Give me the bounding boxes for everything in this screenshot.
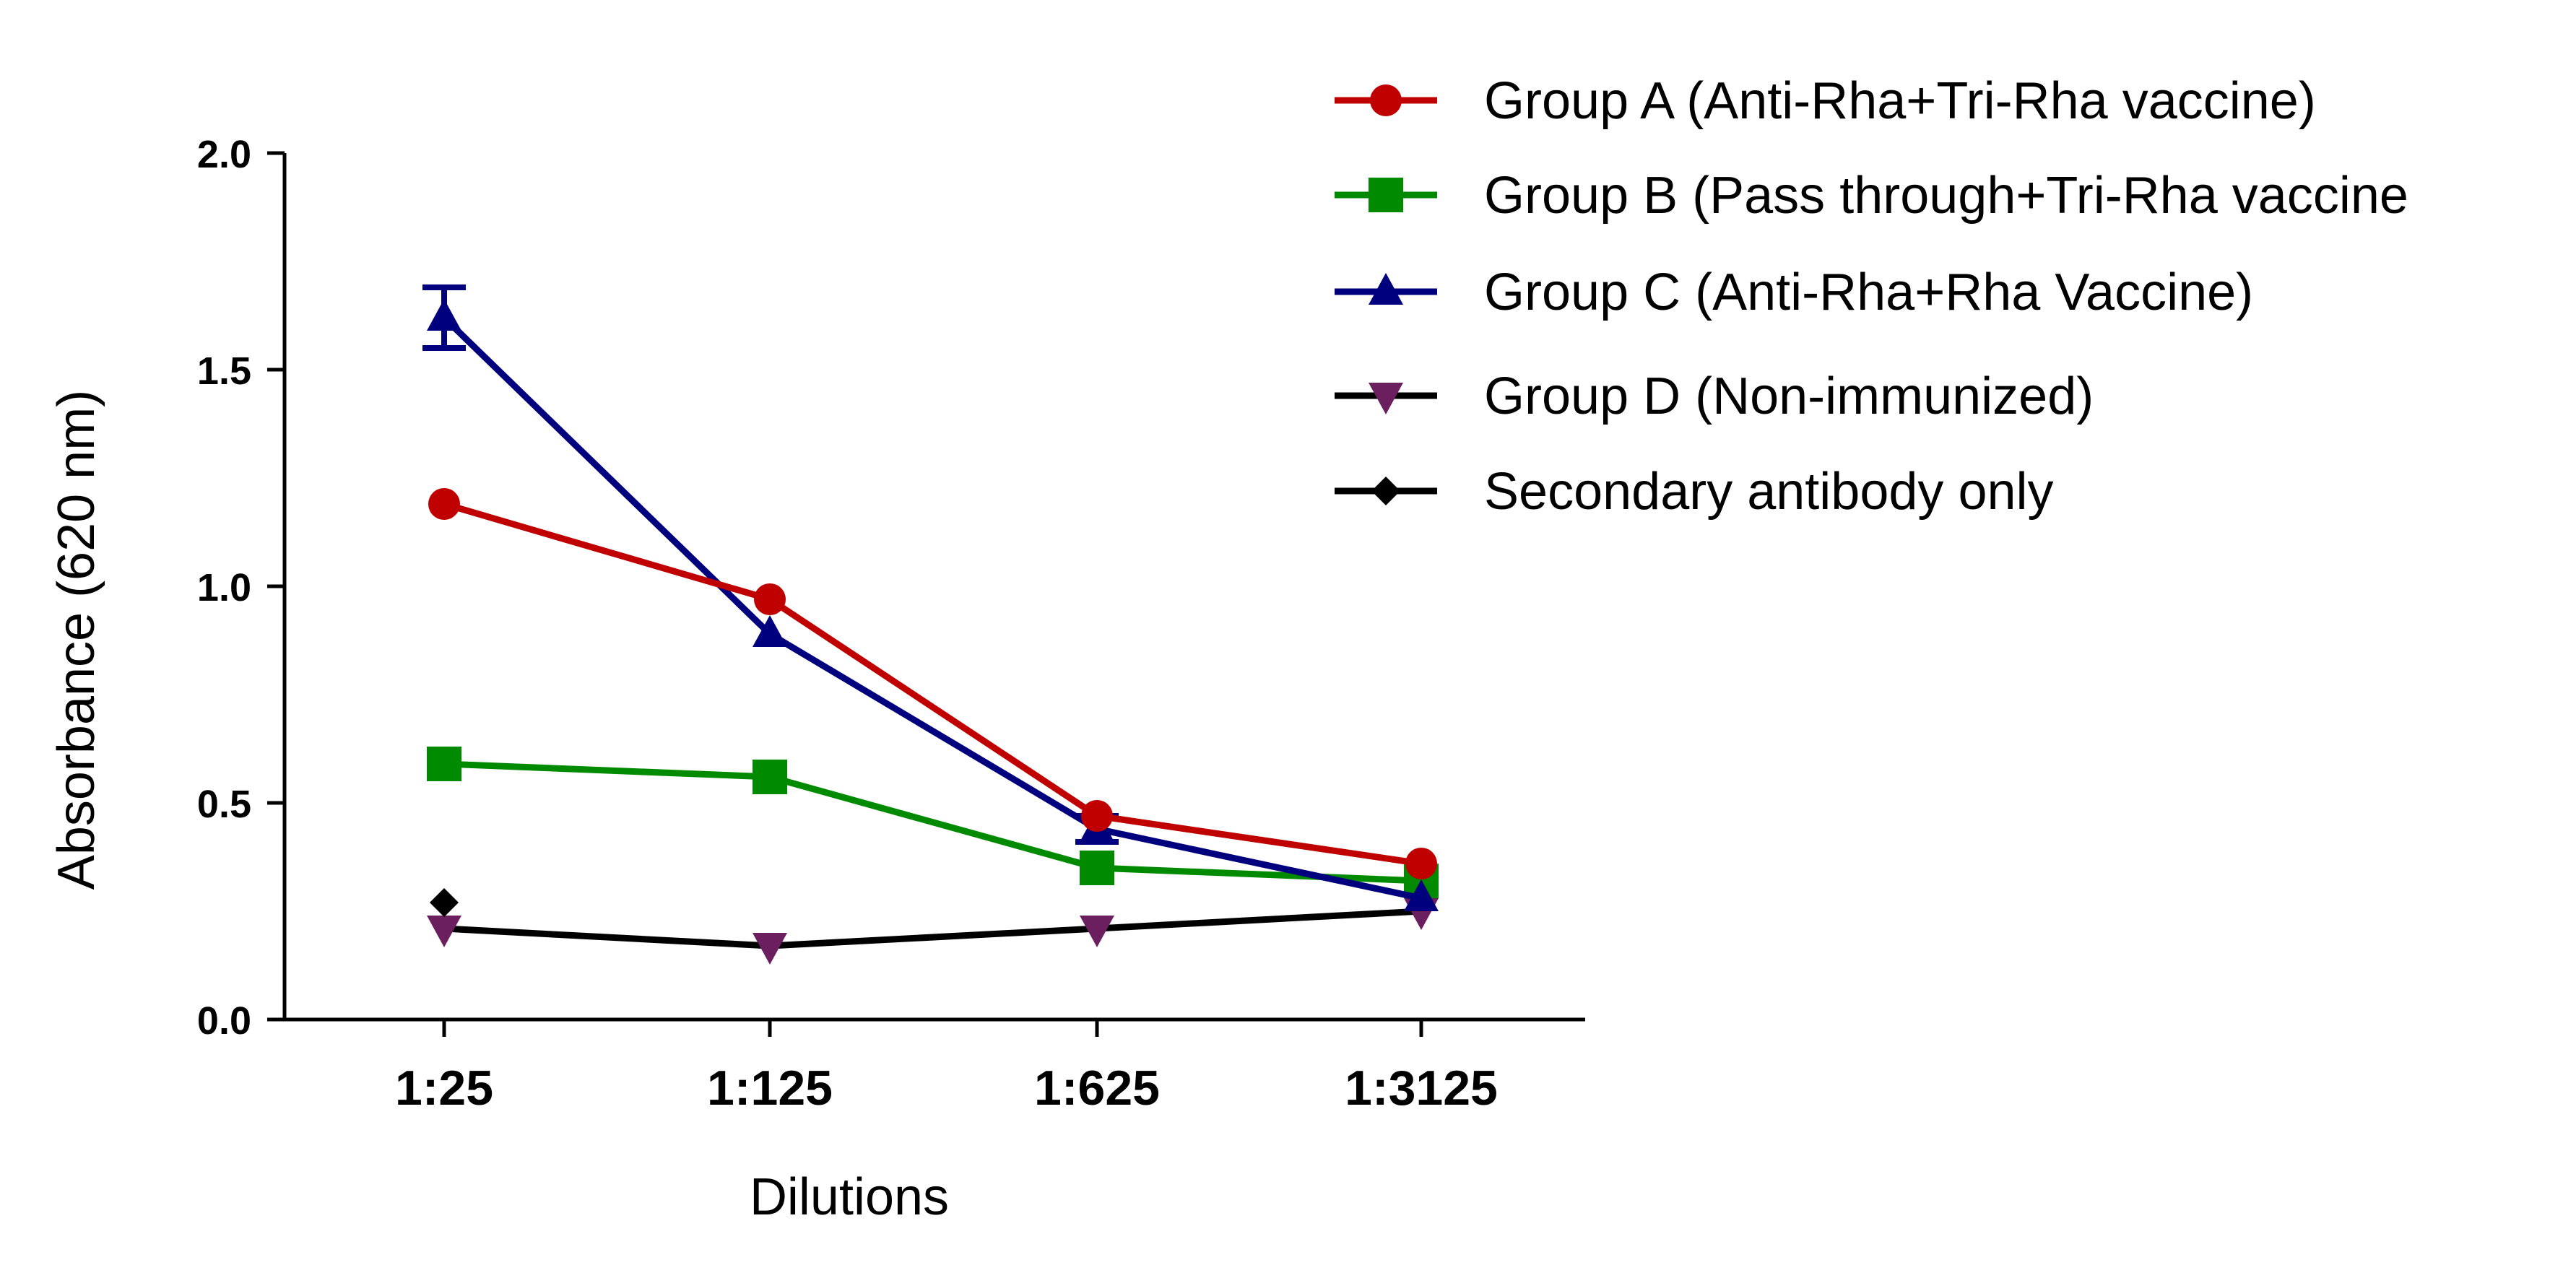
legend-marker [1369, 273, 1403, 305]
legend-label: Group A (Anti-Rha+Tri-Rha vaccine) [1484, 72, 2316, 130]
series-c [422, 284, 1439, 911]
data-point [1080, 916, 1114, 947]
data-point [428, 488, 460, 520]
x-tick-label: 1:3125 [1345, 1061, 1498, 1116]
legend-label: Group B (Pass through+Tri-Rha vaccine [1484, 167, 2408, 225]
legend: Group A (Anti-Rha+Tri-Rha vaccine) Group … [1335, 72, 2408, 521]
series-line [443, 908, 1422, 949]
data-point [1404, 879, 1439, 911]
y-tick-label: 1.5 [197, 349, 251, 393]
data-point [1405, 848, 1437, 879]
series-b [427, 747, 1439, 898]
series-a [428, 488, 1437, 879]
series-line [443, 500, 1422, 867]
plot-area: 0.0 0.5 1.0 1.5 2.0 1:25 1:125 1:625 1:3125 Dilut… [48, 133, 1585, 1226]
legend-label: Group D (Non-immunized) [1484, 368, 2094, 425]
x-tick-label: 1:25 [395, 1061, 493, 1116]
legend-entry: Secondary antibody only [1335, 463, 2054, 521]
data-point [430, 888, 459, 917]
data-point [427, 747, 461, 781]
data-point [754, 583, 786, 615]
data-point [427, 916, 461, 947]
series-e [430, 888, 459, 917]
x-tick-label: 1:625 [1034, 1061, 1160, 1116]
legend-marker [1370, 84, 1402, 116]
data-point [753, 933, 787, 965]
legend-entry: Group C (Anti-Rha+Rha Vaccine) [1335, 264, 2253, 321]
y-tick-label: 0.5 [197, 783, 251, 826]
y-tick-label: 1.0 [197, 566, 251, 609]
legend-marker [1369, 383, 1403, 414]
y-tick-label: 2.0 [197, 133, 251, 176]
series-d [427, 898, 1439, 965]
series-line [443, 760, 1422, 884]
legend-entry: Group D (Non-immunized) [1335, 368, 2094, 425]
x-axis-title: Dilutions [750, 1168, 949, 1226]
y-tick-label: 0.0 [197, 999, 251, 1043]
x-tick-label: 1:125 [707, 1061, 833, 1116]
data-point [427, 299, 461, 331]
y-axis-title: Absorbance (620 nm) [48, 390, 105, 890]
legend-entry: Group A (Anti-Rha+Tri-Rha vaccine) [1335, 72, 2316, 130]
legend-marker [1371, 477, 1400, 505]
series-line [441, 315, 1422, 902]
legend-entry: Group B (Pass through+Tri-Rha vaccine [1335, 167, 2408, 225]
data-point [1080, 851, 1114, 885]
data-point [753, 760, 787, 794]
legend-label: Group C (Anti-Rha+Rha Vaccine) [1484, 264, 2253, 321]
data-point [1081, 800, 1113, 832]
legend-label: Secondary antibody only [1484, 463, 2054, 521]
legend-marker [1369, 178, 1403, 212]
data-point [753, 615, 787, 647]
